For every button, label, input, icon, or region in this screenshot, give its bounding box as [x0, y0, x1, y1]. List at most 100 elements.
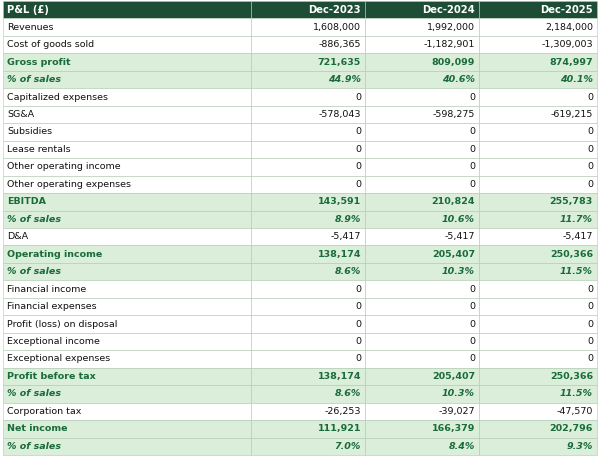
Text: Profit (loss) on disposal: Profit (loss) on disposal	[7, 320, 118, 328]
Bar	[3, 420, 251, 437]
Bar	[251, 437, 365, 455]
Text: 0: 0	[469, 284, 475, 294]
Bar	[251, 298, 365, 315]
Bar	[251, 158, 365, 175]
Text: 0: 0	[355, 145, 361, 154]
Bar	[365, 175, 479, 193]
Bar	[251, 420, 365, 437]
Bar	[365, 280, 479, 298]
Bar	[3, 141, 251, 158]
Text: -1,182,901: -1,182,901	[424, 40, 475, 49]
Bar	[479, 437, 597, 455]
Bar	[251, 175, 365, 193]
Text: -619,215: -619,215	[551, 110, 593, 119]
Bar	[3, 1, 251, 18]
Text: 0: 0	[355, 337, 361, 346]
Bar	[365, 263, 479, 280]
Text: 0: 0	[587, 354, 593, 364]
Bar	[479, 211, 597, 228]
Bar	[3, 71, 251, 88]
Text: 8.9%: 8.9%	[335, 215, 361, 224]
Text: -39,027: -39,027	[439, 407, 475, 416]
Bar	[365, 54, 479, 71]
Bar	[479, 245, 597, 263]
Bar	[3, 88, 251, 106]
Text: 205,407: 205,407	[432, 250, 475, 259]
Bar	[251, 18, 365, 36]
Text: 40.1%: 40.1%	[560, 75, 593, 84]
Text: 0: 0	[587, 302, 593, 311]
Bar	[479, 18, 597, 36]
Text: Cost of goods sold: Cost of goods sold	[7, 40, 94, 49]
Bar	[479, 158, 597, 175]
Bar	[3, 158, 251, 175]
Bar	[365, 315, 479, 333]
Text: 0: 0	[587, 145, 593, 154]
Bar	[251, 245, 365, 263]
Text: -598,275: -598,275	[433, 110, 475, 119]
Text: 205,407: 205,407	[432, 372, 475, 381]
Text: 0: 0	[469, 354, 475, 364]
Bar	[3, 298, 251, 315]
Text: 40.6%: 40.6%	[442, 75, 475, 84]
Bar	[365, 71, 479, 88]
Text: Subsidies: Subsidies	[7, 127, 52, 136]
Text: D&A: D&A	[7, 232, 28, 241]
Bar	[365, 158, 479, 175]
Text: -886,365: -886,365	[319, 40, 361, 49]
Bar	[365, 403, 479, 420]
Bar	[251, 350, 365, 368]
Bar	[365, 245, 479, 263]
Bar	[365, 141, 479, 158]
Text: 0: 0	[355, 320, 361, 328]
Bar	[365, 36, 479, 54]
Text: 250,366: 250,366	[550, 372, 593, 381]
Bar	[3, 263, 251, 280]
Text: Corporation tax: Corporation tax	[7, 407, 82, 416]
Bar	[3, 123, 251, 141]
Text: 11.5%: 11.5%	[560, 267, 593, 276]
Bar	[3, 211, 251, 228]
Text: P&L (£): P&L (£)	[7, 5, 49, 15]
Text: 0: 0	[355, 354, 361, 364]
Text: 0: 0	[469, 163, 475, 171]
Bar	[479, 36, 597, 54]
Bar	[251, 193, 365, 211]
Text: 0: 0	[469, 127, 475, 136]
Text: 0: 0	[587, 93, 593, 102]
Text: 44.9%: 44.9%	[328, 75, 361, 84]
Bar	[479, 54, 597, 71]
Bar	[251, 403, 365, 420]
Bar	[3, 350, 251, 368]
Bar	[251, 71, 365, 88]
Bar	[251, 141, 365, 158]
Text: 10.6%: 10.6%	[442, 215, 475, 224]
Text: 9.3%: 9.3%	[566, 442, 593, 451]
Text: EBITDA: EBITDA	[7, 197, 46, 206]
Bar	[479, 175, 597, 193]
Bar	[479, 71, 597, 88]
Bar	[251, 88, 365, 106]
Bar	[365, 385, 479, 403]
Text: 874,997: 874,997	[550, 58, 593, 66]
Text: 255,783: 255,783	[550, 197, 593, 206]
Bar	[251, 385, 365, 403]
Text: 11.7%: 11.7%	[560, 215, 593, 224]
Bar	[251, 54, 365, 71]
Text: % of sales: % of sales	[7, 267, 61, 276]
Bar	[251, 263, 365, 280]
Bar	[365, 211, 479, 228]
Bar	[251, 333, 365, 350]
Bar	[365, 88, 479, 106]
Text: 166,379: 166,379	[431, 424, 475, 433]
Text: Exceptional expenses: Exceptional expenses	[7, 354, 110, 364]
Bar	[365, 298, 479, 315]
Text: 0: 0	[355, 284, 361, 294]
Text: 0: 0	[587, 163, 593, 171]
Text: Operating income: Operating income	[7, 250, 102, 259]
Text: Capitalized expenses: Capitalized expenses	[7, 93, 108, 102]
Bar	[3, 245, 251, 263]
Bar	[479, 106, 597, 123]
Text: -5,417: -5,417	[563, 232, 593, 241]
Bar	[365, 333, 479, 350]
